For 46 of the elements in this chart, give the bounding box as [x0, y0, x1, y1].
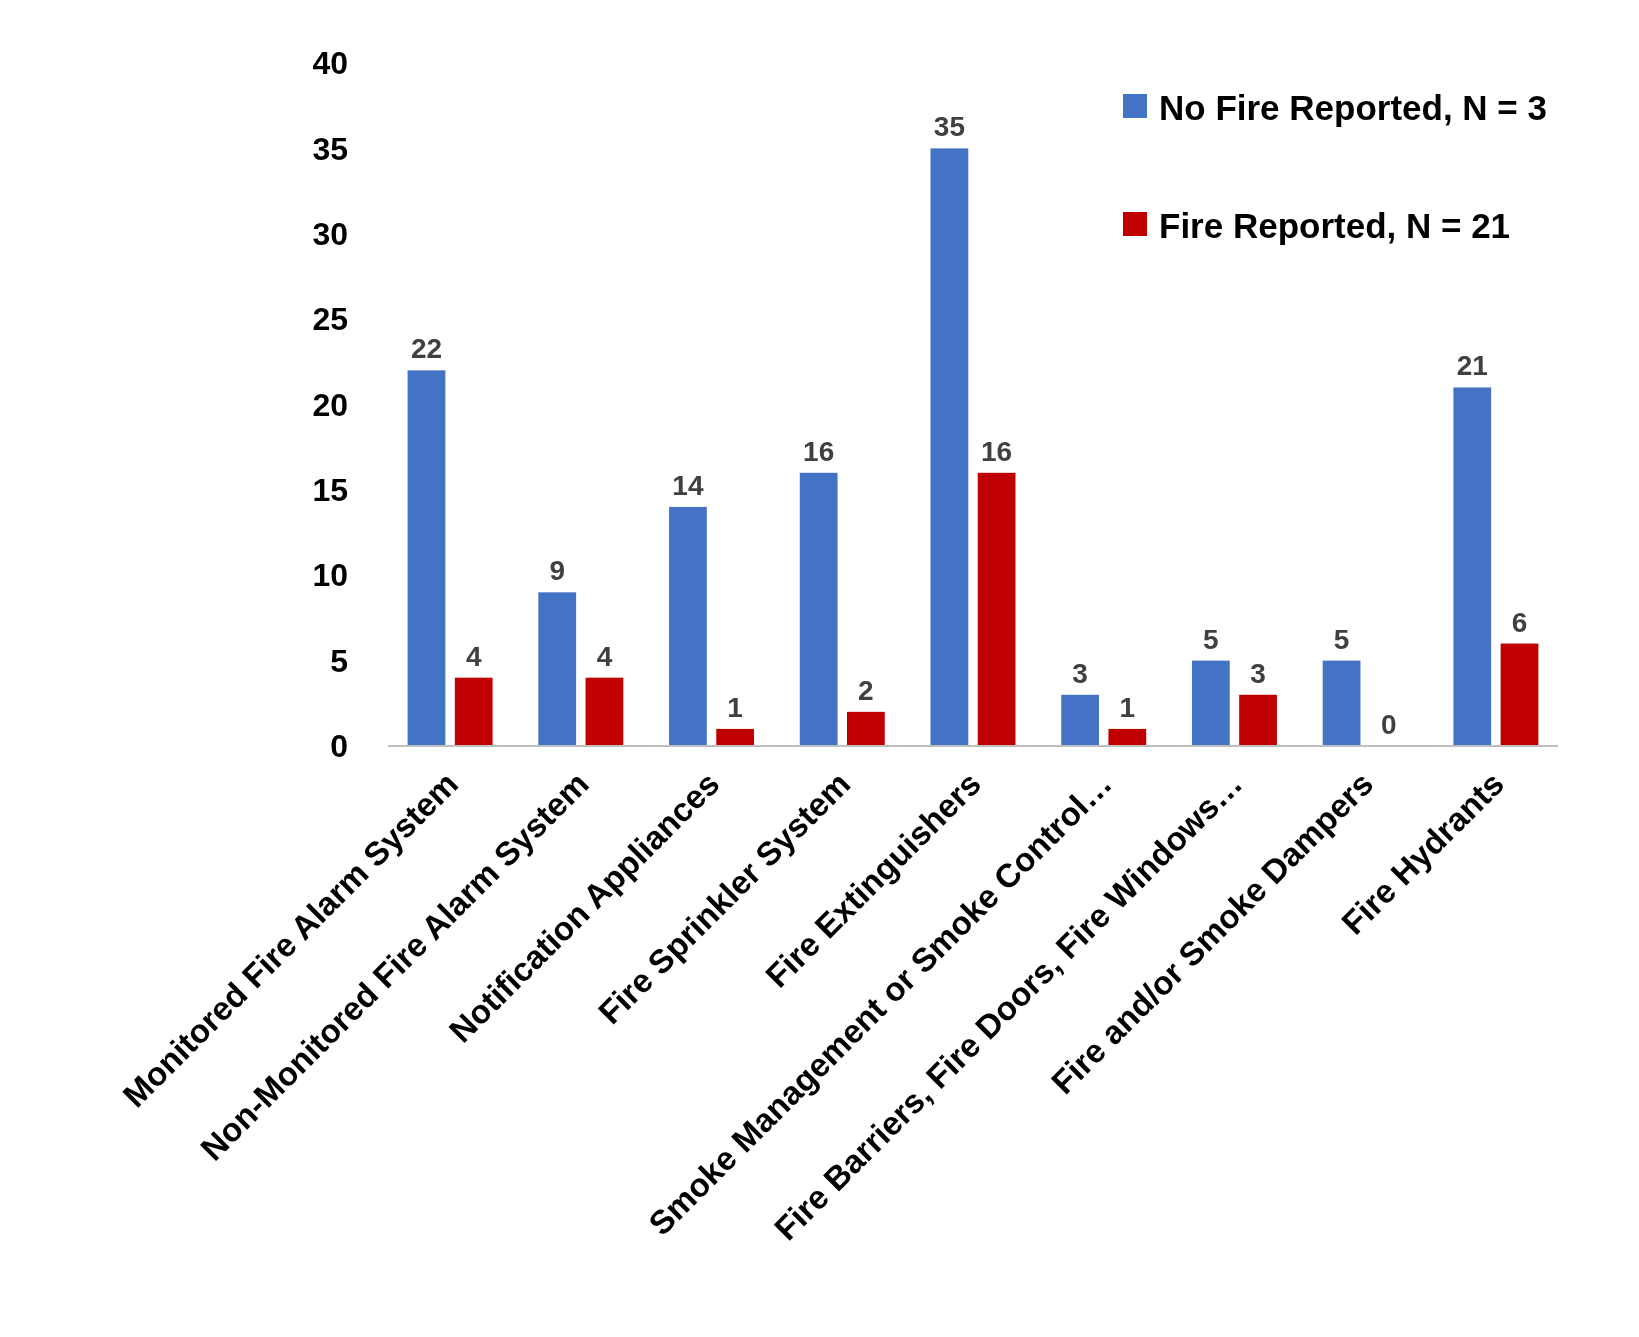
- data-label: 16: [803, 435, 835, 467]
- bar: [1322, 660, 1361, 746]
- data-label: 4: [596, 640, 613, 672]
- y-tick-label: 5: [330, 642, 348, 679]
- y-tick-label: 10: [312, 557, 348, 594]
- y-tick-label: 25: [312, 301, 348, 338]
- y-tick-label: 0: [330, 728, 348, 765]
- bar: [669, 506, 707, 746]
- bar: [407, 370, 446, 746]
- bar: [846, 711, 885, 746]
- bar: [1453, 387, 1492, 746]
- data-label: 3: [1250, 657, 1266, 689]
- data-label: 4: [465, 640, 482, 672]
- data-label: 35: [933, 111, 965, 143]
- data-label: 22: [410, 333, 443, 365]
- legend-label: No Fire Reported, N = 3: [1159, 88, 1547, 128]
- bar: [454, 677, 493, 746]
- data-label: 9: [549, 555, 566, 587]
- y-tick-label: 20: [312, 386, 348, 423]
- data-label: 5: [1333, 623, 1350, 655]
- bar: [1061, 694, 1100, 746]
- bar: [930, 148, 969, 746]
- data-label: 1: [1119, 691, 1136, 723]
- bar: [716, 728, 755, 746]
- data-label: 16: [981, 435, 1013, 467]
- y-tick-label: 15: [312, 472, 348, 509]
- bar: [1239, 694, 1277, 746]
- data-label: 5: [1203, 623, 1219, 655]
- data-label: 2: [858, 674, 874, 706]
- bar: [1108, 728, 1147, 746]
- data-label: 6: [1511, 606, 1528, 638]
- y-tick-label: 40: [312, 45, 348, 82]
- data-label: 21: [1456, 350, 1488, 382]
- data-label: 0: [1380, 709, 1397, 740]
- y-tick-label: 35: [312, 130, 348, 167]
- bar: [538, 592, 577, 746]
- data-label: 3: [1072, 657, 1088, 689]
- bar: [1500, 643, 1539, 746]
- data-label: 14: [672, 469, 704, 501]
- bar: [1191, 660, 1230, 746]
- bar: [585, 677, 624, 746]
- bar: [799, 472, 838, 746]
- data-label: 1: [727, 691, 743, 723]
- legend-label: Fire Reported, N = 21: [1159, 206, 1511, 246]
- y-tick-label: 30: [312, 215, 348, 252]
- bar: [977, 472, 1016, 746]
